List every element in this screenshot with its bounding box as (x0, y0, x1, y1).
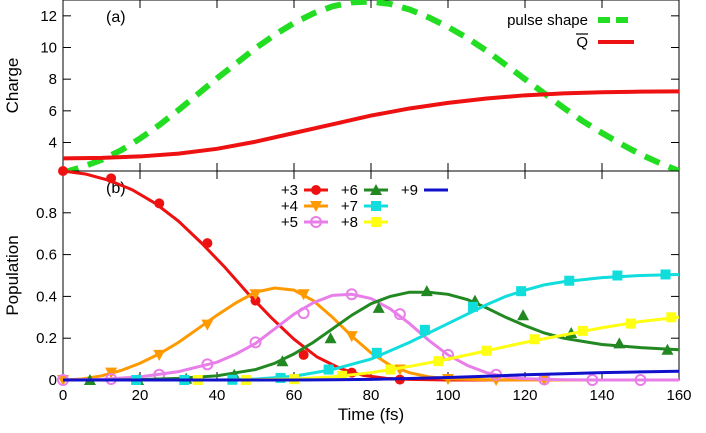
data-point-marker (297, 307, 310, 320)
data-point-marker (516, 286, 527, 297)
legend-label: Q (576, 34, 588, 51)
legend-label: +3 (281, 182, 298, 199)
panel-a-series (63, 0, 679, 171)
panel-a-legend: pulse shape Q (507, 12, 634, 51)
y-tick-label: 12 (40, 8, 57, 25)
data-point-marker (202, 238, 213, 249)
x-tick-label: 160 (666, 387, 691, 404)
data-point-marker (345, 331, 358, 343)
data-point-marker (106, 173, 117, 184)
y-tick-label: 10 (40, 40, 57, 57)
data-point-marker (371, 217, 381, 227)
data-point-marker (433, 356, 444, 367)
data-point-marker (371, 347, 382, 358)
data-point-marker (311, 185, 321, 195)
population-line-plus9 (63, 369, 680, 382)
data-point-marker (419, 324, 430, 335)
data-point-marker (201, 358, 214, 371)
data-point-marker (250, 295, 261, 306)
data-point-marker (625, 318, 636, 329)
panel-a-label: (a) (106, 9, 126, 26)
data-point-marker (58, 166, 68, 176)
data-point-marker (529, 334, 540, 345)
panel-b-x-axis-label: Time (fs) (338, 405, 404, 424)
legend-label: +8 (341, 214, 358, 231)
data-point-marker (310, 216, 322, 228)
data-point-marker (324, 332, 337, 344)
legend-label: +4 (281, 198, 298, 215)
data-point-marker (385, 364, 396, 375)
x-tick-label: 0 (59, 387, 67, 404)
data-point-marker (298, 349, 309, 360)
x-tick-label: 140 (589, 387, 614, 404)
y-tick-label: 0.4 (36, 288, 57, 305)
data-point-marker (249, 289, 262, 301)
data-point-marker (276, 355, 289, 367)
data-point-marker (323, 364, 334, 375)
data-point-marker (660, 269, 671, 280)
panel-b-tick-labels: 0 0.2 0.4 0.6 0.8 0 20 40 60 80 100 120 140 160 (36, 205, 691, 404)
data-point-marker (517, 309, 530, 321)
legend-label: +9 (401, 182, 418, 199)
x-tick-label: 20 (132, 387, 149, 404)
y-tick-label: 0.2 (36, 330, 57, 347)
panel-a: 4 6 8 10 12 Charge (a) pulse shape Q (3, 0, 680, 172)
data-point-marker (420, 285, 433, 297)
data-point-marker (372, 301, 385, 313)
x-tick-label: 60 (286, 387, 303, 404)
panel-a-y-axis-label: Charge (3, 58, 22, 114)
legend-label: pulse shape (507, 12, 588, 29)
y-tick-label: 0.8 (36, 205, 57, 222)
y-tick-label: 6 (49, 103, 57, 120)
data-point-marker (481, 345, 492, 356)
x-tick-label: 120 (512, 387, 537, 404)
panel-b: 0 0.2 0.4 0.6 0.8 0 20 40 60 80 100 120 140 160 Popul… (3, 166, 692, 424)
data-point-marker (661, 343, 674, 355)
data-point-marker (612, 270, 623, 281)
legend-label: +5 (281, 214, 298, 231)
y-tick-label: 4 (49, 135, 57, 152)
legend-label: +6 (341, 182, 358, 199)
panel-b-y-axis-label: Population (3, 235, 22, 315)
legend-label: +7 (341, 198, 358, 215)
y-tick-label: 0 (49, 372, 57, 389)
data-point-marker (666, 312, 677, 323)
x-tick-label: 40 (209, 387, 226, 404)
data-point-marker (345, 288, 358, 301)
data-point-marker (634, 374, 647, 386)
data-point-marker (337, 370, 348, 381)
data-point-marker (613, 337, 626, 349)
panel-a-tick-labels: 4 6 8 10 12 (40, 8, 57, 152)
data-point-marker (249, 336, 262, 349)
mean-charge-line (63, 89, 679, 161)
data-point-marker (370, 184, 382, 195)
data-point-marker (371, 201, 381, 211)
data-point-marker (153, 349, 166, 361)
x-tick-label: 80 (363, 387, 380, 404)
data-point-marker (586, 374, 599, 386)
data-point-marker (297, 289, 310, 301)
data-point-marker (468, 301, 479, 312)
data-point-marker (201, 319, 214, 331)
data-point-marker (564, 275, 575, 286)
data-point-marker (577, 325, 588, 336)
panel-a-ticks (63, 0, 679, 171)
data-point-marker (154, 198, 165, 209)
y-tick-label: 0.6 (36, 247, 57, 264)
y-tick-label: 8 (49, 71, 57, 88)
panel-b-legend: +3+4+5 +6+7+8 +9 (281, 182, 448, 231)
data-point-marker (310, 201, 322, 212)
pulse-shape-line (63, 0, 679, 171)
population-line-plus6 (63, 290, 680, 382)
x-tick-label: 100 (435, 387, 460, 404)
data-point-marker (393, 308, 406, 321)
population-line-plus5 (62, 292, 679, 382)
panel-b-series (57, 166, 680, 386)
